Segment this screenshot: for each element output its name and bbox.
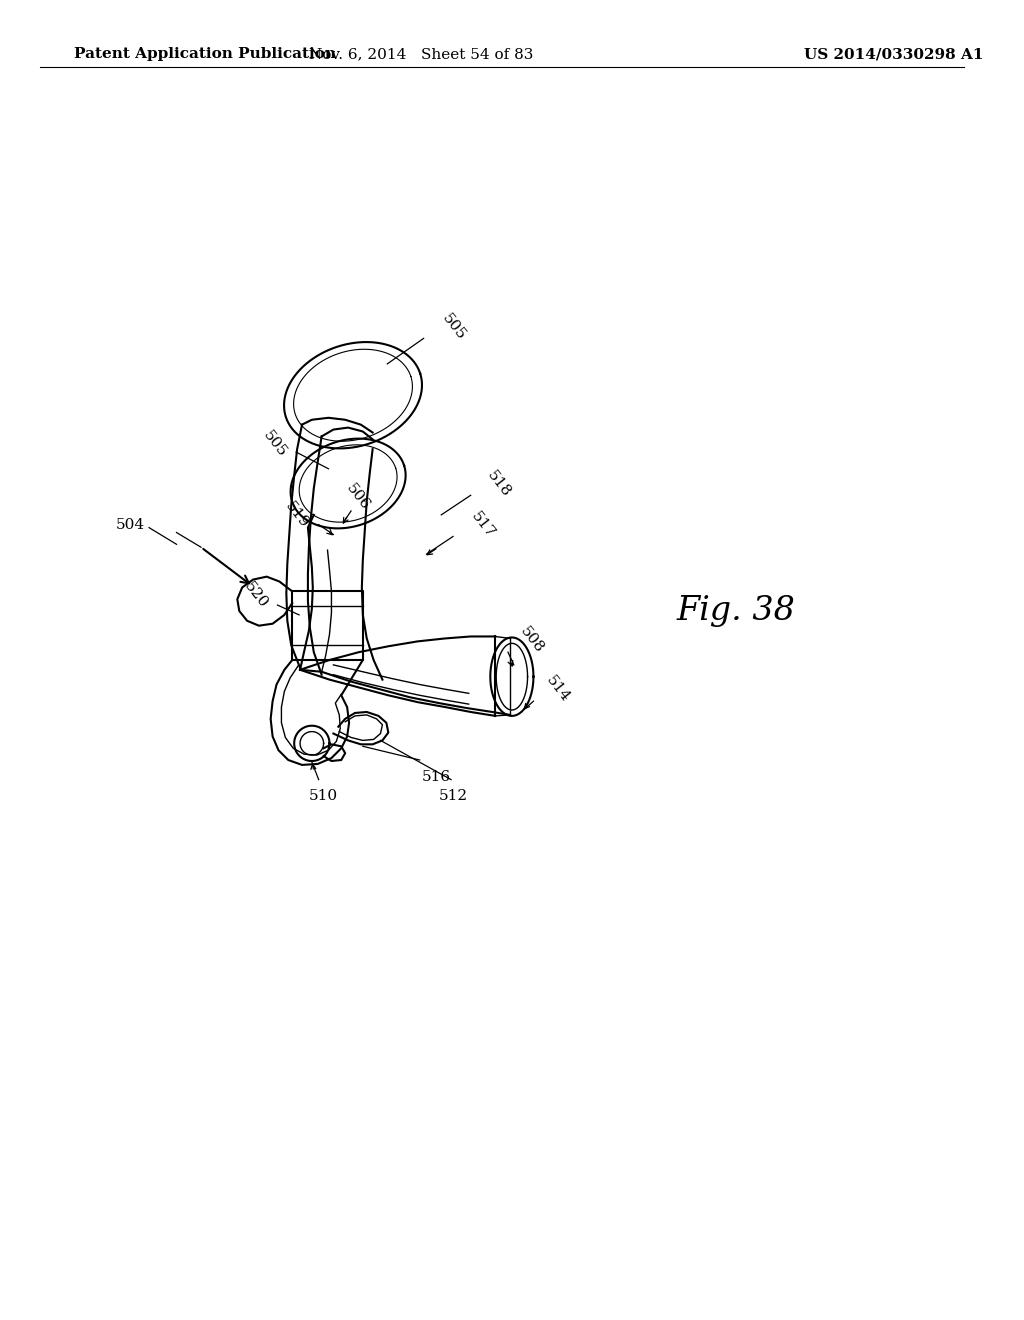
Text: 519: 519 — [283, 499, 312, 531]
Text: 514: 514 — [544, 673, 572, 705]
Text: 518: 518 — [484, 467, 513, 499]
Text: 505: 505 — [439, 310, 468, 342]
Text: Nov. 6, 2014   Sheet 54 of 83: Nov. 6, 2014 Sheet 54 of 83 — [309, 48, 534, 61]
Text: 510: 510 — [309, 789, 338, 804]
Text: Patent Application Publication: Patent Application Publication — [74, 48, 336, 61]
Text: 517: 517 — [469, 510, 498, 540]
Text: 516: 516 — [422, 770, 451, 784]
Text: 506: 506 — [343, 482, 373, 513]
Text: 512: 512 — [438, 789, 468, 804]
Text: 504: 504 — [116, 517, 145, 532]
Text: US 2014/0330298 A1: US 2014/0330298 A1 — [804, 48, 984, 61]
Text: 505: 505 — [260, 429, 289, 459]
Text: 508: 508 — [518, 624, 547, 656]
Text: Fig. 38: Fig. 38 — [677, 595, 796, 627]
Text: 520: 520 — [242, 579, 270, 611]
